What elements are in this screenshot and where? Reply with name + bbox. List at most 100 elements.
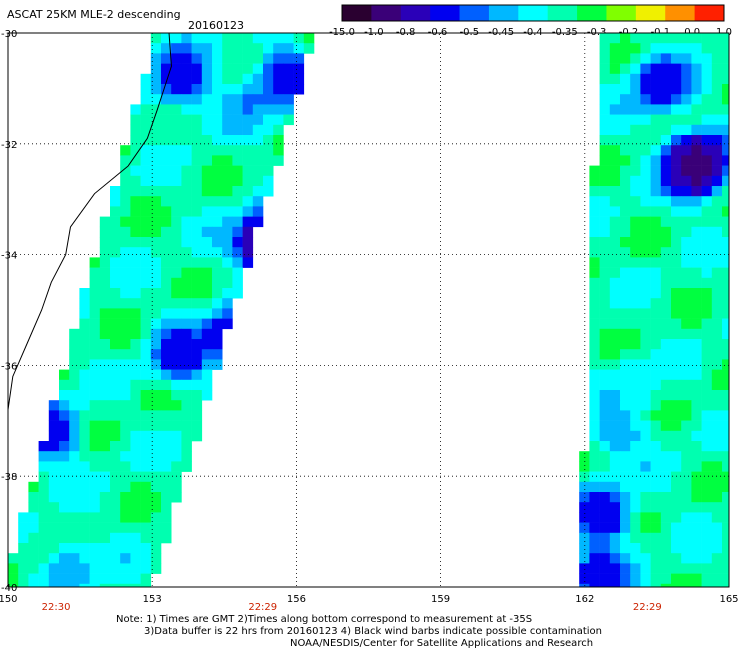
swath-cell xyxy=(620,94,631,105)
swath-cell xyxy=(630,461,641,472)
swath-cell xyxy=(18,573,29,585)
swath-cell xyxy=(599,84,611,95)
swath-cell xyxy=(671,94,682,105)
colorbar-swatch xyxy=(488,5,519,21)
swath-cell xyxy=(201,216,213,228)
swath-cell xyxy=(599,124,611,136)
swath-cell xyxy=(640,226,651,238)
swath-cell xyxy=(69,400,80,411)
swath-cell xyxy=(150,288,162,299)
swath-cell xyxy=(650,359,662,370)
swath-cell xyxy=(79,339,90,350)
swath-cell xyxy=(181,390,192,401)
swath-cell xyxy=(150,196,162,207)
swath-cell xyxy=(671,390,682,401)
swath-cell xyxy=(232,277,243,289)
swath-cell xyxy=(681,226,692,238)
swath-cell xyxy=(722,175,729,187)
swath-cell xyxy=(650,379,662,391)
swath-cell xyxy=(711,124,723,136)
swath-cell xyxy=(99,339,111,350)
swath-cell xyxy=(130,114,141,126)
swath-cell xyxy=(171,237,182,248)
swath-cell xyxy=(701,145,713,156)
swath-cell xyxy=(171,390,182,401)
swath-cell xyxy=(120,441,131,452)
swath-cell xyxy=(161,247,172,258)
swath-cell xyxy=(650,553,662,564)
swath-cell xyxy=(201,94,213,105)
swath-cell xyxy=(599,359,611,370)
swath-cell xyxy=(589,573,600,585)
swath-cell xyxy=(681,328,692,340)
swath-cell xyxy=(48,512,60,523)
swath-cell xyxy=(99,369,111,381)
swath-cell xyxy=(140,288,152,299)
swath-cell xyxy=(589,471,600,483)
swath-cell xyxy=(222,226,233,238)
swath-cell xyxy=(232,267,243,279)
swath-cell xyxy=(28,481,39,493)
swath-cell xyxy=(640,145,651,156)
swath-cell xyxy=(722,63,729,75)
swath-cell xyxy=(110,206,121,217)
swath-cell xyxy=(120,145,131,156)
swath-cell xyxy=(630,532,641,544)
swath-cell xyxy=(48,543,60,554)
swath-cell xyxy=(599,247,611,258)
swath-cell xyxy=(38,563,50,574)
swath-cell xyxy=(630,522,641,534)
swath-cell xyxy=(201,308,213,319)
swath-cell xyxy=(671,420,682,432)
swath-cell xyxy=(722,43,729,54)
swath-cell xyxy=(130,124,141,136)
colorbar-swatch xyxy=(635,5,666,21)
swath-cell xyxy=(283,33,294,44)
swath-cell xyxy=(660,33,672,44)
swath-cell xyxy=(79,400,90,411)
swath-cell xyxy=(691,359,702,370)
swath-cell xyxy=(273,94,284,105)
swath-cell xyxy=(161,135,172,146)
swath-cell xyxy=(660,512,672,523)
swath-cell xyxy=(263,84,274,95)
swath-cell xyxy=(722,359,729,370)
swath-cell xyxy=(232,186,243,197)
swath-cell xyxy=(263,73,274,85)
swath-cell xyxy=(650,328,662,340)
swath-cell xyxy=(120,379,131,391)
swath-cell xyxy=(660,308,672,319)
swath-cell xyxy=(120,400,131,411)
swath-cell xyxy=(222,104,233,115)
swath-cell xyxy=(28,553,39,564)
swath-cell xyxy=(161,400,172,411)
swath-cell xyxy=(599,226,611,238)
swath-cell xyxy=(161,94,172,105)
swath-cell xyxy=(620,288,631,299)
swath-cell xyxy=(640,349,651,360)
swath-cell xyxy=(650,512,662,523)
swath-cell xyxy=(161,33,172,44)
swath-cell xyxy=(171,175,182,187)
swath-cell xyxy=(609,420,621,432)
swath-cell xyxy=(589,328,600,340)
swath-cell xyxy=(630,400,641,411)
swath-cell xyxy=(222,257,233,268)
swath-cell xyxy=(650,441,662,452)
swath-cell xyxy=(18,543,29,554)
swath-cell xyxy=(722,114,729,126)
swath-cell xyxy=(120,390,131,401)
swath-cell xyxy=(191,175,203,187)
swath-cell xyxy=(69,543,80,554)
swath-cell xyxy=(681,63,692,75)
swath-cell xyxy=(140,400,152,411)
swath-cell xyxy=(283,94,294,105)
swath-cell xyxy=(681,73,692,85)
chart-date: 20160123 xyxy=(188,19,244,32)
swath-cell xyxy=(99,553,111,564)
swath-cell xyxy=(191,33,203,44)
swath-cell xyxy=(620,53,631,64)
swath-cell xyxy=(660,94,672,105)
swath-cell xyxy=(650,318,662,330)
swath-cell xyxy=(48,522,60,534)
